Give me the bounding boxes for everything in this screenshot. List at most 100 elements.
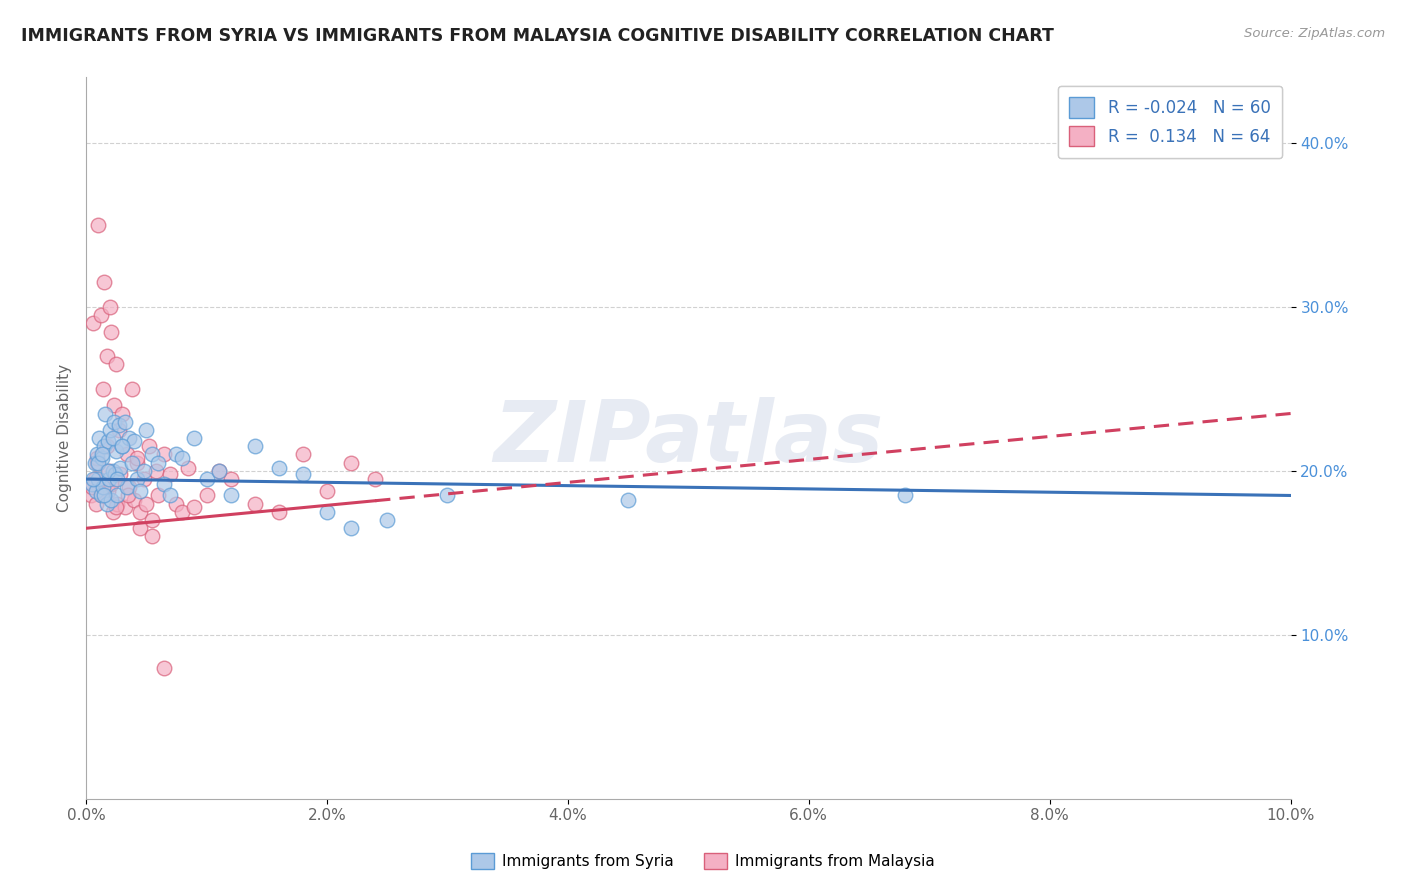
Point — [617, 493, 640, 508]
Text: Source: ZipAtlas.com: Source: ZipAtlas.com — [1244, 27, 1385, 40]
Point — [177, 460, 200, 475]
Point — [98, 300, 121, 314]
Point — [375, 513, 398, 527]
Point — [135, 423, 157, 437]
Point — [153, 477, 176, 491]
Point — [97, 464, 120, 478]
Point — [340, 456, 363, 470]
Point — [153, 660, 176, 674]
Point — [107, 423, 129, 437]
Point — [153, 448, 176, 462]
Point — [97, 483, 120, 498]
Point — [135, 497, 157, 511]
Point — [89, 431, 111, 445]
Point — [103, 415, 125, 429]
Point — [105, 488, 128, 502]
Point — [436, 488, 458, 502]
Point — [364, 472, 387, 486]
Point — [90, 450, 112, 465]
Point — [89, 480, 111, 494]
Point — [122, 434, 145, 449]
Point — [145, 464, 167, 478]
Point — [84, 483, 107, 498]
Point — [101, 431, 124, 445]
Point — [267, 505, 290, 519]
Point — [183, 431, 205, 445]
Point — [138, 439, 160, 453]
Point — [107, 417, 129, 432]
Point — [105, 497, 128, 511]
Point — [97, 464, 120, 478]
Point — [159, 467, 181, 482]
Point — [165, 448, 187, 462]
Point — [87, 218, 110, 232]
Point — [93, 276, 115, 290]
Point — [96, 439, 118, 453]
Text: ZIPatlas: ZIPatlas — [494, 397, 883, 480]
Point — [80, 477, 103, 491]
Point — [118, 431, 141, 445]
Point — [111, 439, 134, 453]
Point — [91, 382, 114, 396]
Text: IMMIGRANTS FROM SYRIA VS IMMIGRANTS FROM MALAYSIA COGNITIVE DISABILITY CORRELATI: IMMIGRANTS FROM SYRIA VS IMMIGRANTS FROM… — [21, 27, 1054, 45]
Point — [105, 500, 128, 514]
Point — [84, 497, 107, 511]
Point — [125, 450, 148, 465]
Point — [86, 456, 108, 470]
Point — [340, 521, 363, 535]
Point — [115, 480, 138, 494]
Point — [118, 480, 141, 494]
Point — [125, 472, 148, 486]
Point — [121, 382, 143, 396]
Point — [243, 497, 266, 511]
Point — [97, 434, 120, 449]
Point — [87, 456, 110, 470]
Point — [207, 464, 229, 478]
Point — [316, 505, 339, 519]
Point — [129, 521, 152, 535]
Point — [97, 472, 120, 486]
Point — [90, 488, 112, 502]
Point — [91, 480, 114, 494]
Point — [105, 357, 128, 371]
Point — [207, 464, 229, 478]
Point — [141, 448, 163, 462]
Point — [89, 308, 111, 322]
Point — [101, 464, 124, 478]
Point — [86, 450, 108, 465]
Point — [108, 460, 131, 475]
Point — [82, 472, 104, 486]
Point — [114, 415, 136, 429]
Point — [93, 488, 115, 502]
Legend: R = -0.024   N = 60, R =  0.134   N = 64: R = -0.024 N = 60, R = 0.134 N = 64 — [1057, 86, 1282, 158]
Point — [87, 472, 110, 486]
Point — [108, 467, 131, 482]
Point — [100, 325, 122, 339]
Point — [316, 483, 339, 498]
Point — [100, 477, 122, 491]
Point — [125, 456, 148, 470]
Point — [80, 480, 103, 494]
Point — [291, 467, 314, 482]
Point — [183, 500, 205, 514]
Legend: Immigrants from Syria, Immigrants from Malaysia: Immigrants from Syria, Immigrants from M… — [465, 847, 941, 875]
Point — [243, 439, 266, 453]
Point — [115, 448, 138, 462]
Point — [291, 448, 314, 462]
Point — [129, 483, 152, 498]
Point — [219, 488, 242, 502]
Point — [94, 407, 117, 421]
Point — [111, 407, 134, 421]
Point — [86, 448, 108, 462]
Point — [159, 488, 181, 502]
Point — [93, 439, 115, 453]
Point — [141, 513, 163, 527]
Point — [82, 316, 104, 330]
Point — [96, 349, 118, 363]
Point — [83, 472, 105, 486]
Point — [172, 450, 194, 465]
Point — [89, 488, 111, 502]
Point — [114, 500, 136, 514]
Y-axis label: Cognitive Disability: Cognitive Disability — [58, 364, 72, 512]
Point — [111, 439, 134, 453]
